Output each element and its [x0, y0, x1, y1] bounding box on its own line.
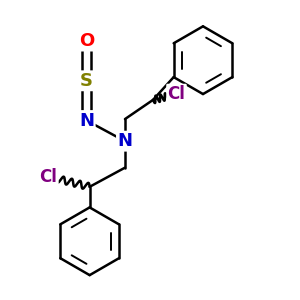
Text: Cl: Cl — [40, 167, 57, 185]
Text: S: S — [80, 72, 93, 90]
Text: N: N — [79, 112, 94, 130]
Text: O: O — [79, 32, 94, 50]
Text: Cl: Cl — [168, 85, 185, 103]
Text: N: N — [118, 132, 133, 150]
